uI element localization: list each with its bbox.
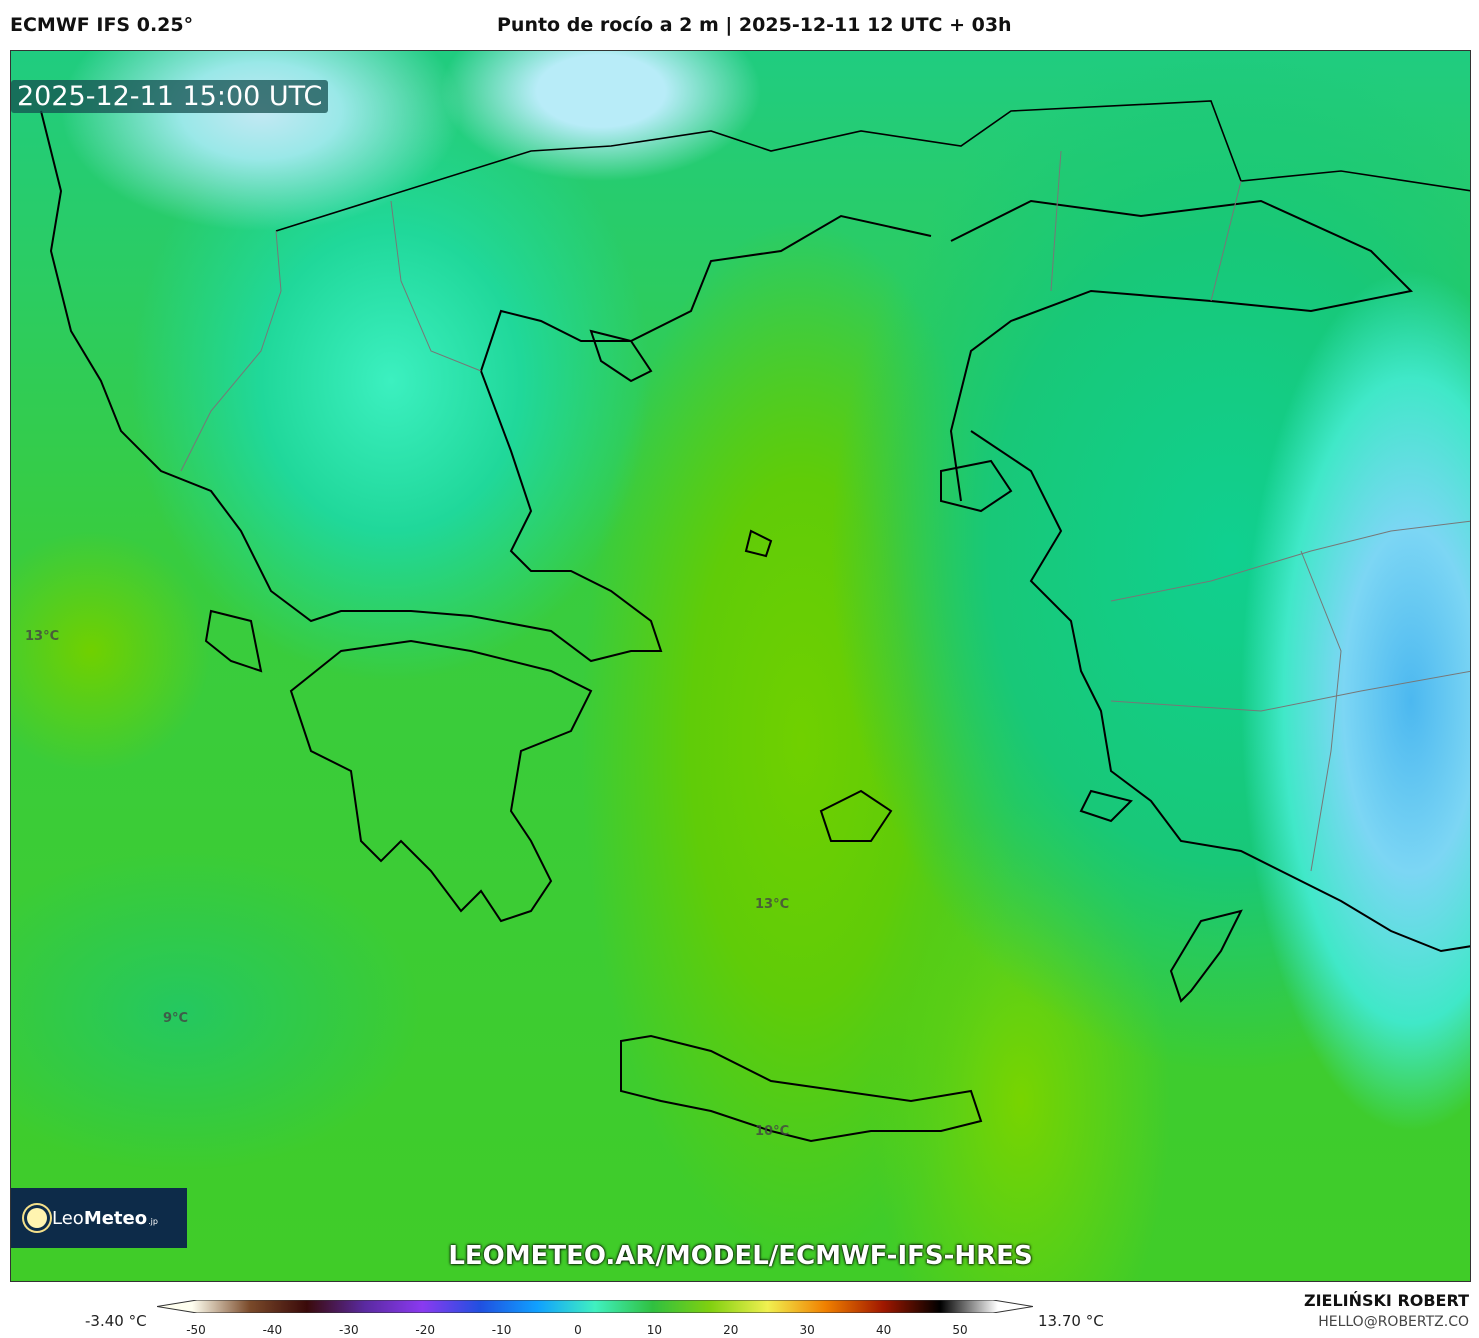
map-title: Punto de rocío a 2 m | 2025-12-11 12 UTC…	[497, 14, 1012, 36]
colorbar-tick-label: 50	[952, 1323, 968, 1337]
model-name: ECMWF IFS 0.25°	[10, 14, 194, 36]
colorbar-tick-label: -20	[415, 1323, 435, 1337]
contour-label: 10°C	[755, 1124, 790, 1139]
contour-label: 13°C	[755, 897, 790, 912]
colorbar-tick-label: -40	[262, 1323, 283, 1337]
leometeo-logo[interactable]: LeoMeteo.jp	[11, 1188, 187, 1248]
author-email[interactable]: HELLO@ROBERTZ.CO	[1318, 1314, 1469, 1330]
colorbar-tick-label: 30	[799, 1323, 815, 1337]
contour-label: 13°C	[25, 629, 60, 644]
coastlines	[40, 100, 1470, 1143]
author-name: ZIELIŃSKI ROBERT	[1303, 1291, 1469, 1310]
colorbar-tick-label: 20	[723, 1323, 739, 1337]
colorbar-tick-label: -30	[338, 1323, 359, 1337]
logo-text: LeoMeteo.jp	[52, 1207, 158, 1229]
valid-time-stamp: 2025-12-11 15:00 UTC	[11, 80, 329, 113]
max-value: 13.70 °C	[1038, 1312, 1104, 1330]
colorbar	[157, 1300, 1033, 1313]
weather-map[interactable]: 2025-12-11 15:00 UTC 13°C 13°C 9°C 10°C …	[10, 50, 1471, 1282]
colorbar-tick-label: -50	[186, 1323, 206, 1337]
contour-label: 9°C	[163, 1011, 189, 1026]
min-value: -3.40 °C	[85, 1312, 147, 1330]
sun-icon	[27, 1208, 47, 1228]
model-url[interactable]: LEOMETEO.AR/MODEL/ECMWF-IFS-HRES	[448, 1241, 1033, 1271]
colorbar-tick-label: 0	[574, 1323, 582, 1337]
colorbar-tick-label: -10	[491, 1323, 512, 1337]
colorbar-tick-label: 40	[875, 1323, 892, 1337]
colorbar-tick-label: 10	[646, 1323, 663, 1337]
